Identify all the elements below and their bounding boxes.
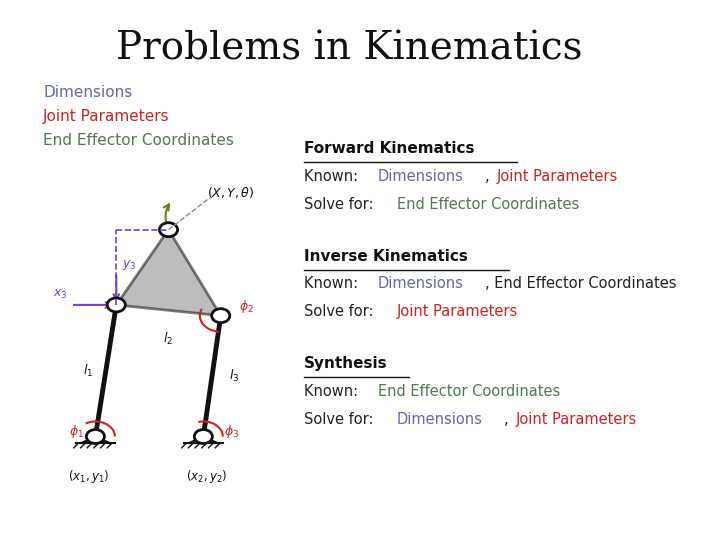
Text: Dimensions: Dimensions [377,169,464,184]
Text: ,: , [485,169,494,184]
Text: Solve for:: Solve for: [305,197,379,212]
Text: Joint Parameters: Joint Parameters [397,305,518,319]
Text: Known:: Known: [305,169,363,184]
Circle shape [159,222,178,237]
Text: ,: , [504,412,513,427]
Text: $(x_1, y_1)$: $(x_1, y_1)$ [68,468,109,484]
Text: $x_3$: $x_3$ [53,287,68,301]
Text: Joint Parameters: Joint Parameters [516,412,636,427]
Text: Solve for:: Solve for: [305,412,379,427]
Circle shape [194,429,212,443]
Text: Synthesis: Synthesis [305,356,388,371]
Text: Known:: Known: [305,276,363,292]
Text: Dimensions: Dimensions [43,85,132,100]
Text: Known:: Known: [305,384,363,399]
Text: $\phi_2$: $\phi_2$ [239,298,254,315]
Text: Joint Parameters: Joint Parameters [43,109,170,124]
Circle shape [212,309,230,322]
Text: End Effector Coordinates: End Effector Coordinates [377,384,560,399]
Circle shape [107,298,125,312]
Text: Dimensions: Dimensions [377,276,464,292]
Text: $l_3$: $l_3$ [230,368,240,384]
Text: $\phi_3$: $\phi_3$ [224,423,239,440]
Text: Solve for:: Solve for: [305,305,379,319]
Text: , End Effector Coordinates: , End Effector Coordinates [485,276,676,292]
Text: End Effector Coordinates: End Effector Coordinates [397,197,579,212]
Text: $l_2$: $l_2$ [163,330,174,347]
Circle shape [86,429,104,443]
Polygon shape [81,436,109,443]
Text: $l_1$: $l_1$ [83,363,94,379]
Text: Forward Kinematics: Forward Kinematics [305,141,474,156]
Text: $(x_2, y_2)$: $(x_2, y_2)$ [186,468,228,484]
Text: End Effector Coordinates: End Effector Coordinates [43,133,234,148]
Polygon shape [189,436,217,443]
Text: $(X, Y, \theta)$: $(X, Y, \theta)$ [207,185,254,200]
Text: $y_3$: $y_3$ [122,258,137,272]
Text: Problems in Kinematics: Problems in Kinematics [117,31,582,68]
Text: Joint Parameters: Joint Parameters [496,169,618,184]
Polygon shape [117,230,221,316]
Text: Inverse Kinematics: Inverse Kinematics [305,248,468,264]
Text: $\phi_1$: $\phi_1$ [69,423,84,440]
Text: Dimensions: Dimensions [397,412,482,427]
